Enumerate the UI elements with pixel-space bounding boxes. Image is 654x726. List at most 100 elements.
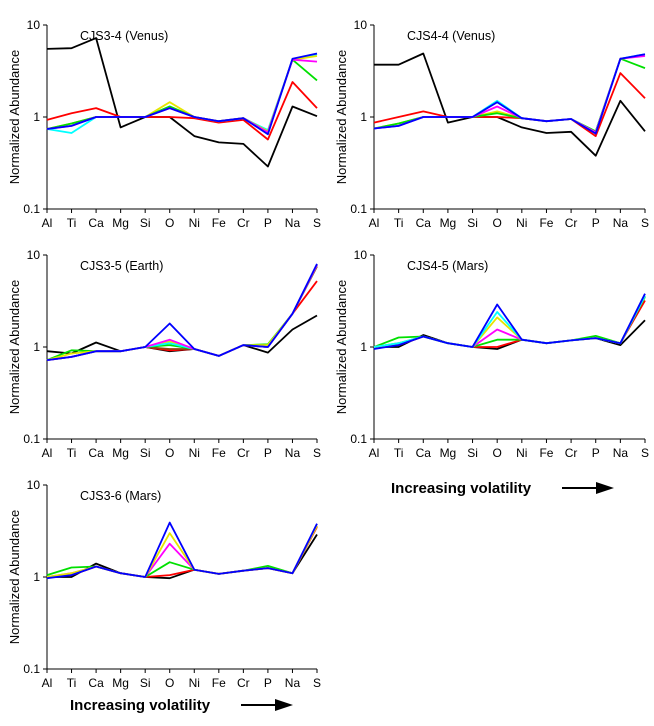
x-tick-label: Ca xyxy=(88,676,104,690)
y-tick-label: 0.1 xyxy=(23,202,40,216)
y-axis-label: Normalized Abundance xyxy=(7,510,22,644)
x-tick-label: Fe xyxy=(539,446,553,460)
x-tick-label: Na xyxy=(285,216,301,230)
x-tick-label: Ni xyxy=(189,676,200,690)
chart-title: CJS3-4 (Venus) xyxy=(80,29,168,43)
x-tick-label: Ti xyxy=(67,446,77,460)
volatility-arrow-head-icon xyxy=(596,482,614,494)
volatility-label: Increasing volatility xyxy=(391,480,532,497)
x-tick-label: Cr xyxy=(565,216,578,230)
y-tick-label: 1 xyxy=(33,110,40,124)
x-tick-label: Na xyxy=(285,676,301,690)
x-tick-label: Mg xyxy=(440,446,457,460)
series-group xyxy=(46,521,318,580)
y-tick-label: 0.1 xyxy=(23,662,40,676)
series-line-red xyxy=(46,81,318,141)
series-line-blue xyxy=(46,52,318,136)
series-group xyxy=(373,52,646,157)
y-axis-label: Normalized Abundance xyxy=(7,280,22,414)
y-tick-label: 1 xyxy=(360,110,367,124)
chart-panel: 0.1 1 10 Al Ti Ca Mg Si O Ni Fe Cr P Na S Normalized Ab… xyxy=(334,248,649,460)
x-tick-label: Ti xyxy=(67,676,77,690)
series-line-blue xyxy=(373,53,646,135)
x-tick-label: Si xyxy=(467,446,478,460)
x-tick-label: Al xyxy=(42,446,53,460)
series-line-red xyxy=(373,72,646,138)
series-line-green xyxy=(46,525,318,578)
y-axis-label: Normalized Abundance xyxy=(7,50,22,184)
x-tick-label: Cr xyxy=(237,676,250,690)
series-group xyxy=(46,263,318,361)
x-tick-label: S xyxy=(313,676,321,690)
x-tick-label: Al xyxy=(369,216,380,230)
x-tick-label: O xyxy=(493,216,502,230)
x-tick-label: Al xyxy=(369,446,380,460)
y-tick-label: 1 xyxy=(360,340,367,354)
x-tick-label: Si xyxy=(140,676,151,690)
x-tick-label: Ca xyxy=(416,446,432,460)
x-tick-label: Ti xyxy=(67,216,77,230)
y-tick-label: 1 xyxy=(33,570,40,584)
x-tick-label: S xyxy=(641,216,649,230)
x-tick-label: O xyxy=(493,446,502,460)
x-tick-label: Ti xyxy=(394,216,404,230)
y-axis-label: Normalized Abundance xyxy=(334,50,349,184)
volatility-annotation-right: Increasing volatility xyxy=(391,480,614,497)
x-tick-label: Ni xyxy=(189,216,200,230)
volatility-arrow-head-icon xyxy=(275,699,293,711)
x-tick-label: O xyxy=(165,676,174,690)
chart-panel: 0.1 1 10 Al Ti Ca Mg Si O Ni Fe Cr P Na S Normalized Ab… xyxy=(334,18,649,230)
x-tick-label: Cr xyxy=(237,216,250,230)
volatility-annotation-bottom: Increasing volatility xyxy=(70,697,293,714)
y-axis-label: Normalized Abundance xyxy=(334,280,349,414)
volatility-label: Increasing volatility xyxy=(70,697,211,714)
x-tick-label: P xyxy=(592,216,600,230)
x-tick-label: Si xyxy=(467,216,478,230)
y-tick-label: 10 xyxy=(27,478,41,492)
x-tick-label: Mg xyxy=(112,676,129,690)
x-tick-label: Na xyxy=(285,446,301,460)
x-tick-label: Mg xyxy=(440,216,457,230)
x-tick-label: Al xyxy=(42,676,53,690)
x-tick-label: Ca xyxy=(416,216,432,230)
x-tick-label: Cr xyxy=(237,446,250,460)
series-line-blue xyxy=(373,293,646,350)
x-tick-label: O xyxy=(165,446,174,460)
chart-title: CJS3-5 (Earth) xyxy=(80,259,163,273)
chart-title: CJS3-6 (Mars) xyxy=(80,489,161,503)
x-tick-label: Ni xyxy=(516,216,527,230)
y-tick-label: 1 xyxy=(33,340,40,354)
series-line-green xyxy=(373,296,646,348)
x-tick-label: Si xyxy=(140,216,151,230)
x-tick-label: Fe xyxy=(212,676,226,690)
series-line-blue xyxy=(46,263,318,361)
x-tick-label: P xyxy=(264,676,272,690)
chart-panel: 0.1 1 10 Al Ti Ca Mg Si O Ni Fe Cr P Na S Normalized Ab… xyxy=(7,18,321,230)
chart-panel: 0.1 1 10 Al Ti Ca Mg Si O Ni Fe Cr P Na S Normalized Ab… xyxy=(7,248,321,460)
series-group xyxy=(46,37,318,168)
y-tick-label: 10 xyxy=(27,248,41,262)
x-tick-label: Na xyxy=(613,216,629,230)
y-tick-label: 10 xyxy=(27,18,41,32)
series-group xyxy=(373,293,646,350)
x-tick-label: P xyxy=(264,216,272,230)
x-tick-label: S xyxy=(313,216,321,230)
x-tick-label: Fe xyxy=(212,446,226,460)
x-tick-label: Fe xyxy=(539,216,553,230)
x-tick-label: Na xyxy=(613,446,629,460)
y-tick-label: 0.1 xyxy=(350,432,367,446)
x-tick-label: Ca xyxy=(88,446,104,460)
x-tick-label: Ti xyxy=(394,446,404,460)
x-tick-label: O xyxy=(165,216,174,230)
series-line-black xyxy=(46,37,318,168)
x-tick-label: S xyxy=(641,446,649,460)
series-line-black xyxy=(374,52,646,157)
chart-panel: 0.1 1 10 Al Ti Ca Mg Si O Ni Fe Cr P Na S Normalized Ab… xyxy=(7,478,321,690)
x-tick-label: P xyxy=(592,446,600,460)
x-tick-label: Cr xyxy=(565,446,578,460)
y-tick-label: 10 xyxy=(354,248,368,262)
y-tick-label: 0.1 xyxy=(350,202,367,216)
y-tick-label: 0.1 xyxy=(23,432,40,446)
